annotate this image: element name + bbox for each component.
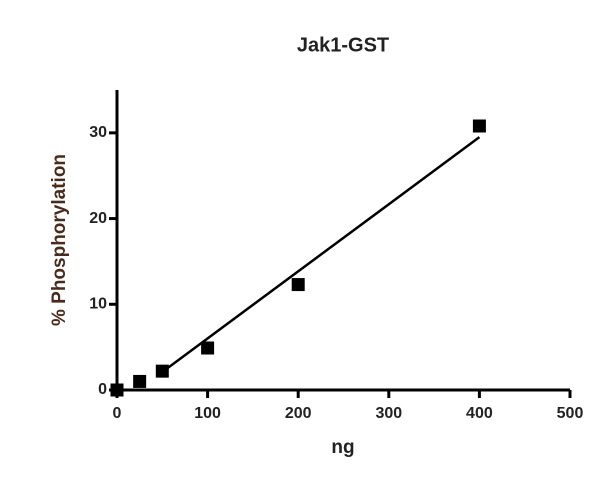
y-tick-label: 20 [89,210,107,227]
data-point [133,374,147,388]
y-tick-label: 30 [89,124,107,141]
x-tick-label: 400 [466,405,493,422]
data-point [472,119,486,133]
fit-line [161,136,481,374]
data-point [291,278,305,292]
x-tick-label: 500 [557,405,584,422]
data-point [155,364,169,378]
data-point [110,383,124,397]
data-point [201,341,215,355]
x-axis-label: ng [331,437,354,458]
y-axis-label: % Phosphorylation [49,154,70,326]
x-tick-label: 0 [113,405,122,422]
chart-title: Jak1-GST [297,34,389,56]
x-tick-label: 200 [285,405,312,422]
y-tick-label: 10 [89,296,107,313]
y-tick-label: 0 [98,381,107,398]
x-tick-label: 100 [194,405,221,422]
x-tick-label: 300 [375,405,402,422]
